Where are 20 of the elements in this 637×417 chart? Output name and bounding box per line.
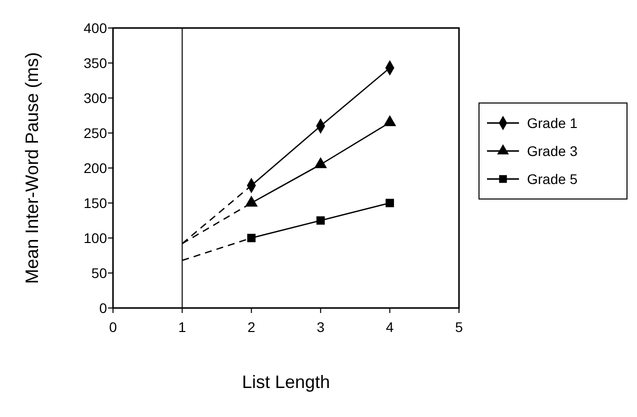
y-tick-label: 300 [84, 90, 108, 106]
x-tick-label: 2 [248, 319, 256, 335]
y-tick-label: 150 [84, 194, 108, 211]
legend-label: Grade 1 [527, 114, 578, 131]
x-tick-label: 5 [455, 319, 464, 335]
x-tick-label: 3 [316, 319, 325, 335]
y-tick-label: 250 [84, 124, 108, 141]
legend-label: Grade 3 [527, 142, 578, 159]
y-axis-title: Mean Inter-Word Pause (ms) [22, 52, 42, 284]
x-axis-title: List Length [242, 372, 330, 392]
x-tick-label: 0 [109, 319, 118, 335]
y-tick-label: 200 [84, 160, 108, 176]
x-tick-label: 4 [386, 319, 394, 335]
x-tick-label: 1 [178, 319, 186, 335]
legend-label: Grade 5 [527, 170, 578, 187]
y-tick-label: 400 [84, 20, 108, 36]
y-tick-label: 350 [84, 54, 108, 71]
y-tick-label: 0 [99, 300, 108, 316]
y-tick-label: 50 [91, 264, 108, 281]
y-tick-label: 100 [84, 230, 108, 246]
